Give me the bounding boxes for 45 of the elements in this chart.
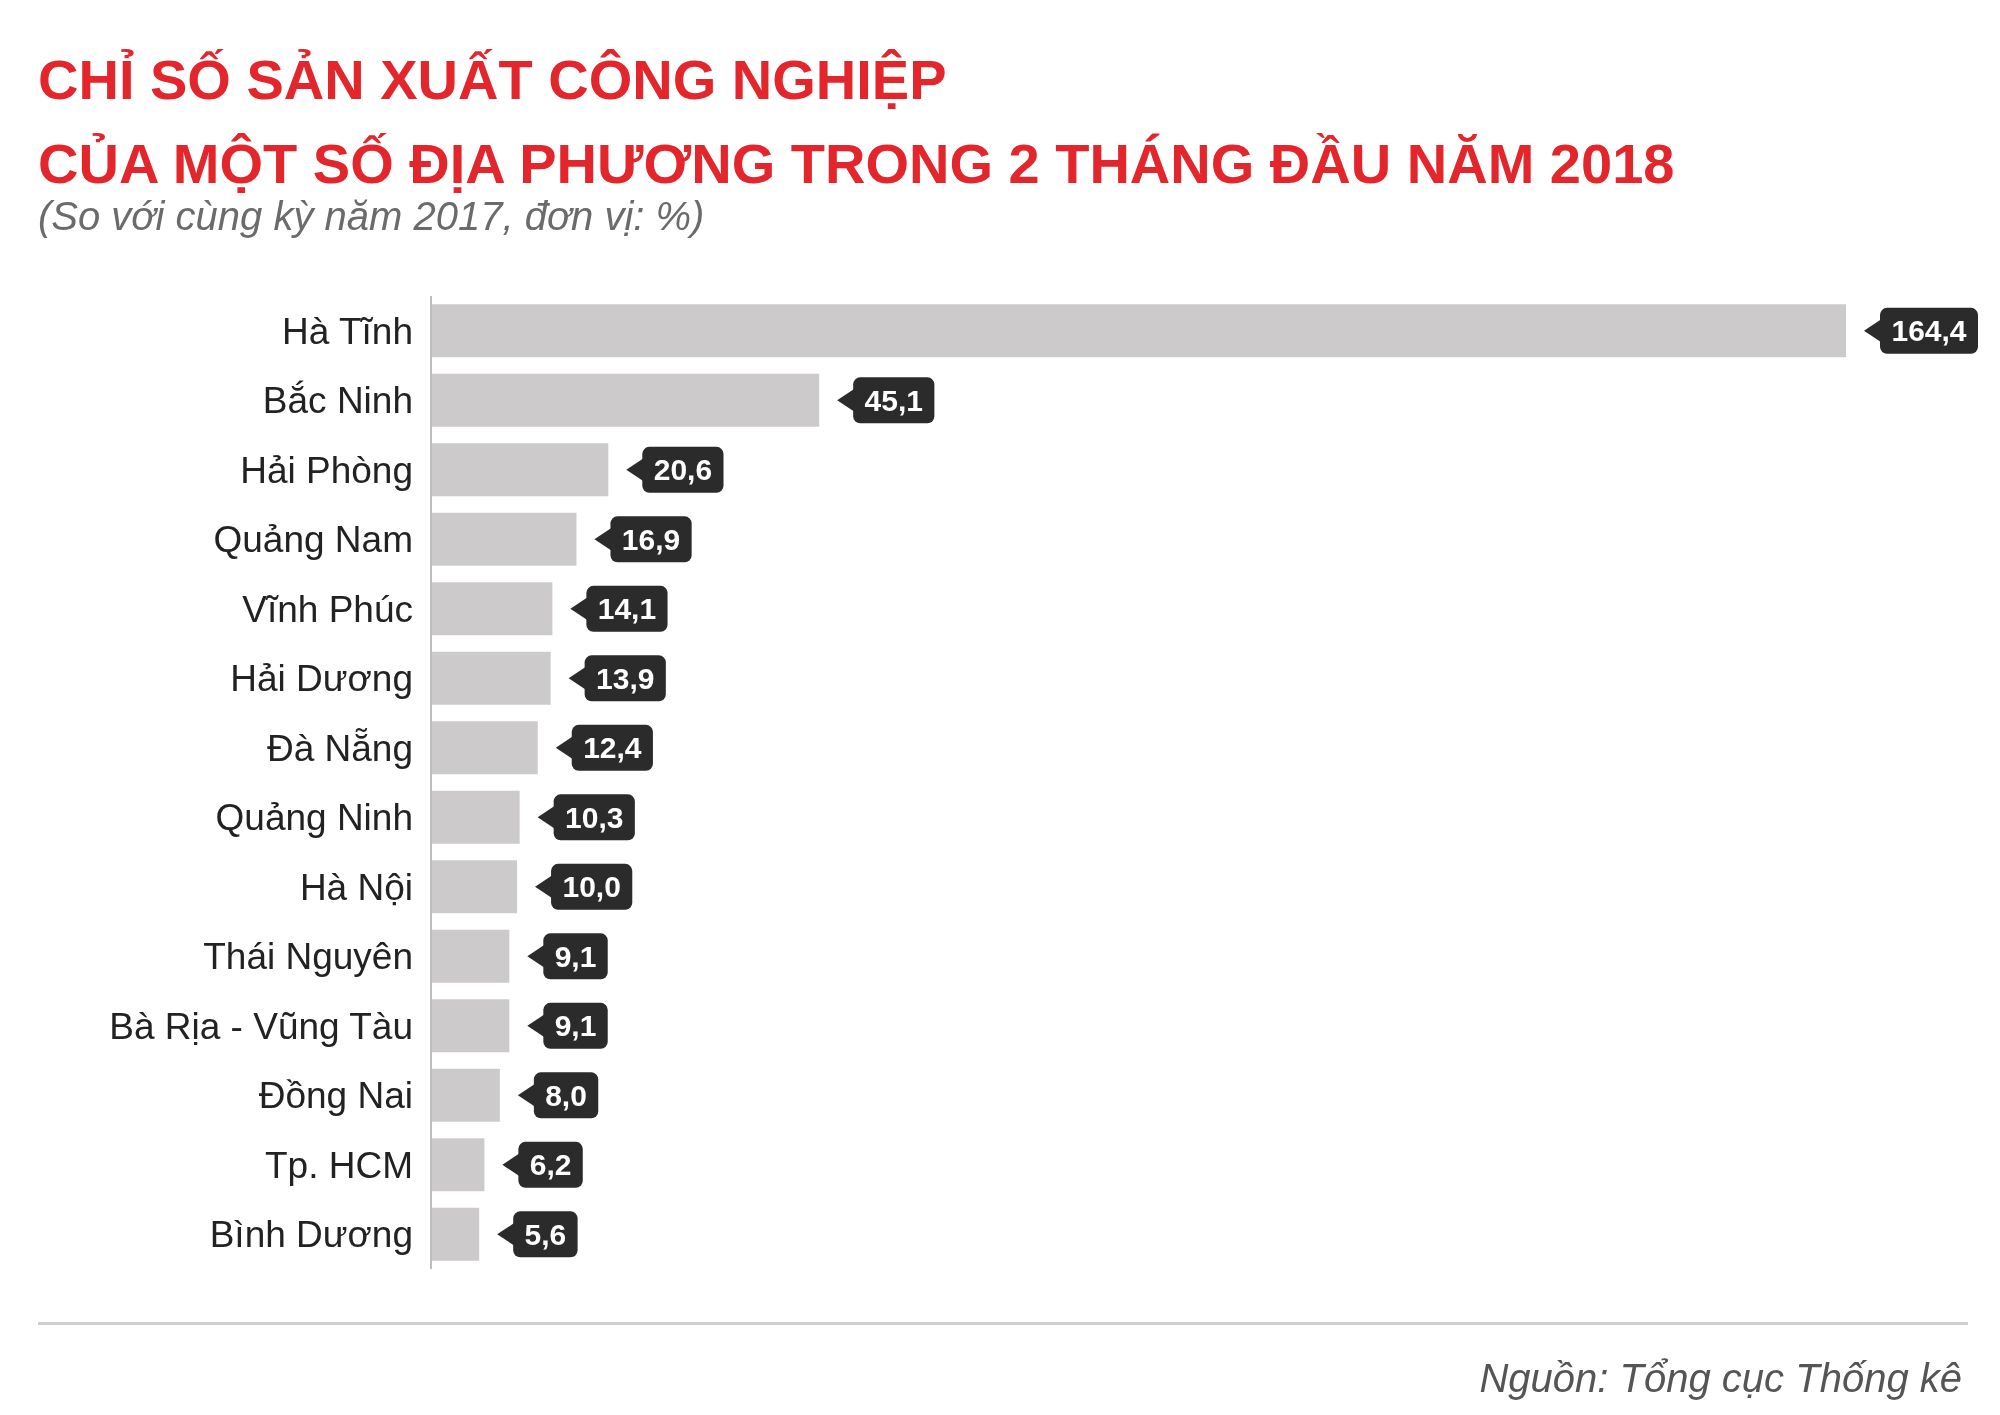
bar	[431, 582, 553, 636]
bar	[431, 860, 518, 914]
data-label: 20,6	[653, 453, 713, 487]
bar	[431, 651, 551, 705]
y-tick-label: Bình Dương	[209, 1214, 413, 1256]
y-tick-label: Tp. HCM	[265, 1144, 413, 1186]
data-label: 13,9	[596, 661, 655, 695]
y-tick-label: Quảng Ninh	[215, 797, 413, 839]
bar	[431, 999, 510, 1053]
data-label: 9,1	[554, 939, 597, 973]
data-label: 8,0	[545, 1078, 587, 1112]
y-tick-label: Thái Nguyên	[203, 936, 413, 978]
data-label: 5,6	[524, 1217, 567, 1251]
y-tick-label: Hải Dương	[230, 658, 413, 700]
text: Nguồn: Tổng cục Thống kê	[1479, 1356, 1962, 1401]
data-label: 45,1	[864, 383, 923, 417]
chart-title: CHỈ SỐ SẢN XUẤT CÔNG NGHIỆP CỦA MỘT SỐ ĐỊA PHƯƠNG TRONG 2 THÁNG ĐẦU NĂM 2018	[38, 47, 1675, 197]
y-tick-label: Hà Nội	[299, 866, 413, 908]
y-tick-label: Quảng Nam	[213, 519, 413, 561]
bar	[431, 1068, 500, 1122]
bar	[431, 512, 577, 566]
data-label: 12,4	[583, 731, 642, 765]
bar	[431, 790, 520, 844]
y-tick-label: Hà Tĩnh	[282, 310, 413, 352]
data-label: 10,3	[565, 800, 624, 834]
bar	[431, 929, 510, 983]
data-label: 6,2	[529, 1148, 572, 1182]
bar	[431, 1207, 480, 1261]
chart-subtitle: (So với cùng kỳ năm 2017, đơn vị: %)	[38, 194, 705, 239]
y-tick-label: Bắc Ninh	[262, 380, 413, 422]
bar	[431, 443, 609, 497]
y-tick-label: Bà Rịa - Vũng Tàu	[109, 1005, 413, 1047]
data-label: 10,0	[562, 870, 621, 904]
y-tick-label: Đà Nẵng	[266, 727, 413, 769]
data-label: 9,1	[554, 1009, 597, 1043]
bar	[431, 373, 820, 427]
data-label: 16,9	[621, 522, 681, 556]
data-label: 164,4	[1891, 314, 1967, 348]
bar	[431, 1138, 485, 1192]
bar	[431, 304, 1846, 358]
y-tick-label: Đồng Nai	[258, 1075, 413, 1117]
y-tick-label: Vĩnh Phúc	[242, 588, 413, 630]
bar	[431, 721, 538, 775]
y-tick-label: Hải Phòng	[240, 449, 413, 491]
data-label: 14,1	[597, 592, 657, 626]
